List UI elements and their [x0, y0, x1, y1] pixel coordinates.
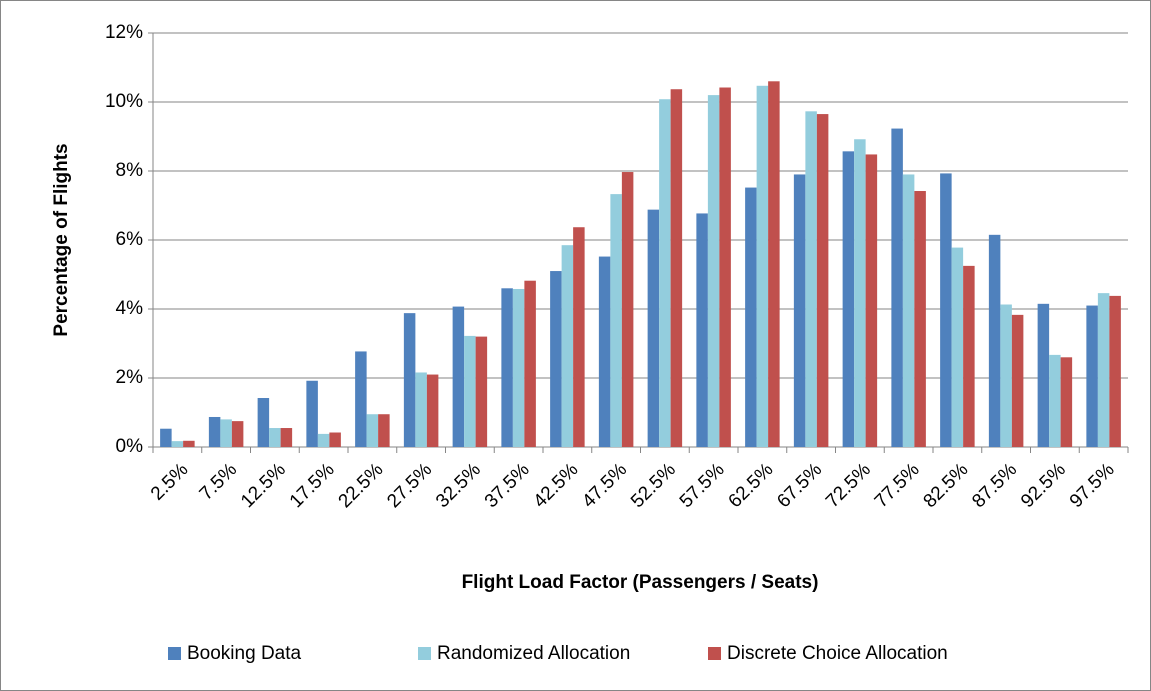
- bar: [793, 174, 806, 447]
- bar: [329, 432, 341, 447]
- bar: [475, 336, 488, 447]
- bar: [231, 421, 244, 447]
- bar: [220, 419, 232, 447]
- bar: [269, 428, 281, 447]
- bar: [988, 234, 1001, 447]
- bar: [1049, 354, 1061, 447]
- bar: [280, 428, 293, 447]
- bar: [1037, 303, 1050, 447]
- bar: [415, 372, 427, 447]
- bar: [464, 335, 476, 447]
- bar: [208, 416, 221, 447]
- bar: [842, 151, 855, 447]
- bar: [573, 227, 585, 447]
- bar: [696, 213, 708, 447]
- bar: [1097, 293, 1110, 447]
- bar: [745, 187, 757, 447]
- y-axis-title: Percentage of Flights: [51, 143, 72, 336]
- bar: [940, 173, 952, 448]
- bar: [756, 85, 769, 447]
- bar: [902, 174, 915, 447]
- bar: [452, 306, 465, 447]
- bar: [768, 81, 780, 448]
- x-axis-title: Flight Load Factor (Passengers / Seats): [462, 572, 819, 593]
- bar: [891, 128, 903, 447]
- bar: [378, 414, 390, 447]
- bar: [598, 256, 611, 447]
- bar: [501, 288, 513, 447]
- bar: [1060, 357, 1073, 447]
- y-tick-label: 4%: [116, 298, 144, 319]
- legend-label: Randomized Allocation: [437, 643, 630, 664]
- bar: [914, 191, 926, 447]
- y-tick-label: 2%: [116, 367, 144, 388]
- bar: [561, 245, 574, 447]
- bar: [647, 209, 660, 447]
- bar: [403, 313, 416, 447]
- bar: [524, 280, 536, 447]
- bar: [621, 172, 634, 447]
- bar: [951, 247, 964, 447]
- y-tick-label: 6%: [116, 229, 144, 250]
- legend-label: Discrete Choice Allocation: [727, 643, 948, 664]
- legend-swatch: [708, 647, 721, 660]
- bar: [1000, 304, 1012, 447]
- bar: [719, 87, 731, 447]
- legend-swatch: [418, 647, 431, 660]
- bar: [171, 441, 184, 447]
- bar: [257, 398, 270, 447]
- bar: [865, 154, 878, 447]
- bar: [1109, 295, 1121, 447]
- bar: [805, 111, 817, 447]
- bar: [550, 271, 562, 447]
- bar: [854, 139, 866, 447]
- y-tick-label: 0%: [116, 436, 144, 457]
- bar: [366, 414, 379, 447]
- bar: [183, 440, 195, 447]
- y-tick-label: 8%: [116, 160, 144, 181]
- bar: [1011, 314, 1024, 447]
- bar: [306, 380, 318, 447]
- bar: [1086, 305, 1098, 447]
- bar: [963, 265, 975, 447]
- y-tick-label: 12%: [105, 22, 143, 43]
- bar: [610, 194, 622, 447]
- bar: [707, 95, 720, 447]
- bar: [426, 374, 439, 447]
- legend-swatch: [168, 647, 181, 660]
- y-tick-label: 10%: [105, 91, 143, 112]
- bar: [512, 288, 525, 447]
- bar: [670, 89, 683, 448]
- bar: [317, 433, 330, 447]
- bar: [816, 114, 829, 447]
- bar: [160, 428, 172, 447]
- bar: [355, 351, 367, 447]
- bar: [659, 99, 671, 448]
- legend-label: Booking Data: [187, 643, 302, 664]
